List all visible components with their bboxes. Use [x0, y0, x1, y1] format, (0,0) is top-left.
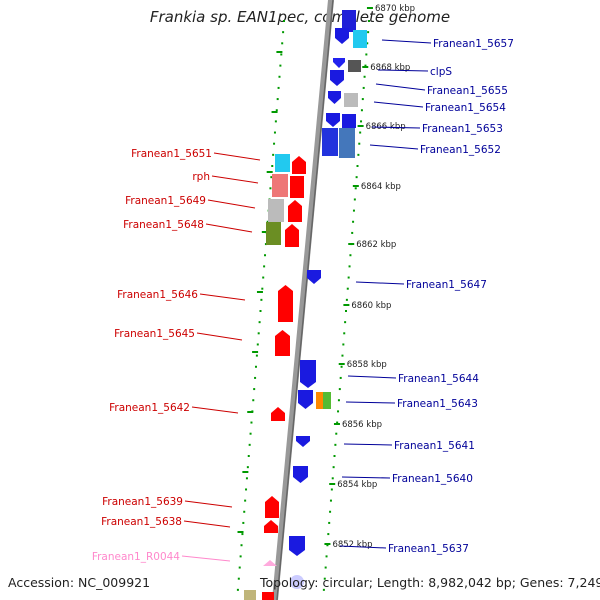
- gene-label[interactable]: Franean1_5649: [125, 195, 206, 207]
- gene-label[interactable]: Franean1_5639: [102, 496, 183, 508]
- genome-title: Frankia sp. EAN1pec, complete genome: [149, 8, 451, 26]
- tick-label: 6860 kbp: [351, 301, 391, 311]
- gene-arrow[interactable]: [264, 520, 278, 533]
- gene-box[interactable]: [342, 10, 356, 32]
- gene-arrow[interactable]: [292, 156, 306, 174]
- gene-label[interactable]: Franean1_5647: [406, 279, 487, 291]
- gene-label[interactable]: clpS: [430, 66, 452, 78]
- gene-box[interactable]: [268, 199, 284, 222]
- gene-label[interactable]: Franean1_5637: [388, 543, 469, 555]
- tick-label: 6862 kbp: [356, 240, 396, 250]
- gene-box[interactable]: [266, 222, 281, 245]
- tick-label: 6868 kbp: [370, 63, 410, 73]
- gene-label[interactable]: Franean1_5638: [101, 516, 182, 528]
- tick-label: 6856 kbp: [342, 420, 382, 430]
- gene-box[interactable]: [322, 128, 338, 156]
- gene-label[interactable]: Franean1_5657: [433, 38, 514, 50]
- gene-label[interactable]: Franean1_5654: [425, 102, 506, 114]
- gene-label[interactable]: Franean1_5641: [394, 440, 475, 452]
- gene-label[interactable]: Franean1_5646: [117, 289, 198, 301]
- gene-arrow[interactable]: [298, 390, 313, 409]
- right-gene-labels[interactable]: Franean1_5657 clpS Franean1_5655 Franean1_5…: [339, 38, 514, 555]
- backbone-track: [272, 0, 334, 600]
- gene-arrow[interactable]: [326, 113, 340, 127]
- gene-box[interactable]: [339, 128, 355, 158]
- rna-glyph[interactable]: [263, 560, 277, 566]
- gene-arrow[interactable]: [330, 70, 344, 86]
- gene-box[interactable]: [316, 392, 324, 409]
- topology-label: Topology: circular; Length: 8,982,042 bp…: [260, 575, 600, 590]
- gene-box[interactable]: [344, 93, 358, 107]
- gene-arrow[interactable]: [293, 466, 308, 483]
- gene-arrow[interactable]: [271, 407, 285, 421]
- gene-arrow[interactable]: [265, 496, 279, 518]
- tick-label: 6870 kbp: [375, 4, 415, 14]
- gene-features[interactable]: [244, 10, 367, 600]
- gene-box[interactable]: [262, 592, 274, 600]
- gene-label[interactable]: Franean1_5643: [397, 398, 478, 410]
- gene-arrow[interactable]: [328, 91, 341, 104]
- gene-label[interactable]: Franean1_5644: [398, 373, 479, 385]
- gene-arrow[interactable]: [278, 285, 293, 322]
- gene-label[interactable]: Franean1_5642: [109, 402, 190, 414]
- tick-label: 6854 kbp: [337, 480, 377, 490]
- gene-arrow[interactable]: [333, 58, 345, 68]
- gene-box[interactable]: [323, 392, 331, 409]
- gene-box[interactable]: [244, 590, 256, 600]
- gene-label[interactable]: rph: [192, 171, 210, 183]
- gene-arrow[interactable]: [307, 270, 321, 284]
- gene-label[interactable]: Franean1_5651: [131, 148, 212, 160]
- gene-box[interactable]: [342, 114, 356, 128]
- gene-label[interactable]: Franean1_5648: [123, 219, 204, 231]
- tick-label: 6864 kbp: [361, 182, 401, 192]
- gene-arrow[interactable]: [285, 224, 299, 247]
- gene-arrow[interactable]: [296, 436, 310, 447]
- gene-box[interactable]: [348, 60, 361, 72]
- gene-label[interactable]: Franean1_5652: [420, 144, 501, 156]
- gene-box[interactable]: [272, 174, 288, 197]
- gene-label[interactable]: Franean1_5645: [114, 328, 195, 340]
- gene-marker[interactable]: [290, 575, 304, 589]
- tick-label: 6858 kbp: [347, 360, 387, 370]
- gene-box[interactable]: [275, 154, 290, 172]
- gene-label[interactable]: Franean1_R0044: [92, 551, 180, 563]
- gene-arrow[interactable]: [335, 28, 349, 44]
- gene-arrow[interactable]: [288, 200, 302, 222]
- tick-label: 6852 kbp: [332, 540, 372, 550]
- gene-arrow[interactable]: [275, 330, 290, 356]
- gene-arrow[interactable]: [289, 536, 305, 556]
- gene-label[interactable]: Franean1_5640: [392, 473, 473, 485]
- gene-label[interactable]: Franean1_5655: [427, 85, 508, 97]
- gene-box[interactable]: [353, 30, 367, 48]
- gene-arrow[interactable]: [300, 360, 316, 388]
- gene-label[interactable]: Franean1_5653: [422, 123, 503, 135]
- gene-box[interactable]: [290, 176, 304, 198]
- accession-label: Accession: NC_009921: [8, 575, 151, 590]
